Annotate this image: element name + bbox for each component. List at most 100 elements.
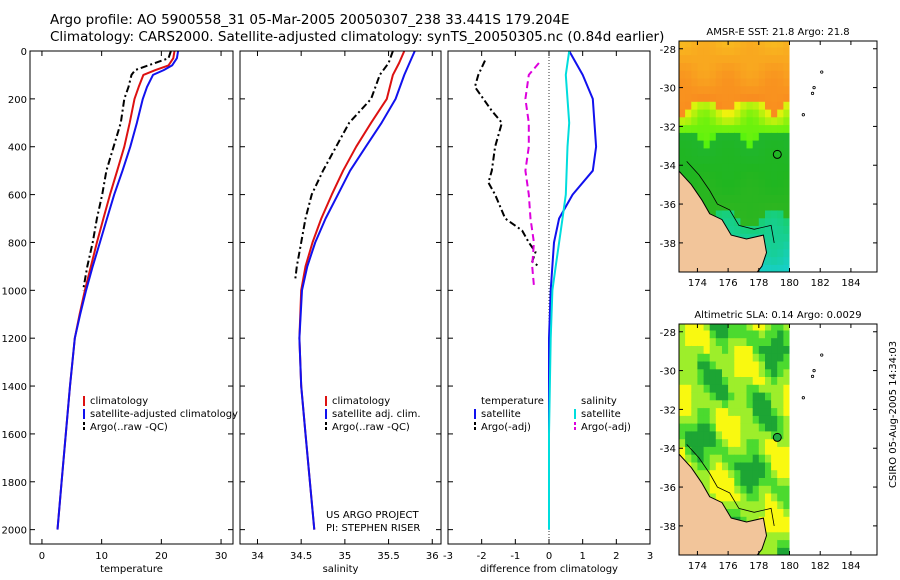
series-temperature-argo-adj- <box>473 60 540 268</box>
panel-difference: -3 -2 -1 0 1 2 3 difference from climatology <box>443 50 653 575</box>
map-x-tick-label: 176 <box>719 278 738 289</box>
island-marker <box>810 374 815 379</box>
x-tick-label: -3 <box>443 551 453 562</box>
plot-frame <box>239 50 442 545</box>
legend-salinity-item-label: Argo(..raw -QC) <box>332 422 410 433</box>
x-tick-label: 34.5 <box>290 551 312 562</box>
island-marker <box>801 396 805 400</box>
land-new-zealand <box>679 453 768 555</box>
no-data-region <box>789 324 877 555</box>
y-tick-label: 1200 <box>2 334 27 345</box>
map-y-tick-label: -28 <box>660 328 676 339</box>
map-y-tick-label: -34 <box>660 161 676 172</box>
x-tick-label: 10 <box>95 551 108 562</box>
map-x-tick-label: 180 <box>780 561 799 572</box>
legend-difference-item-label: Argo(-adj) <box>581 422 631 433</box>
bathymetry-contour <box>686 444 775 526</box>
x-axis-label: temperature <box>100 564 163 575</box>
x-tick-label: 35 <box>339 551 352 562</box>
map-x-tick-label: 184 <box>841 561 860 572</box>
series-argo-raw-qc- <box>294 50 394 281</box>
x-tick-label: 2 <box>613 551 619 562</box>
island-marker <box>812 85 816 90</box>
island-marker <box>810 91 815 96</box>
legend-temperature-item-label: satellite-adjusted climatology <box>90 409 238 420</box>
bathymetry-contour <box>686 161 775 243</box>
panel-temperature: 0 10 20 30 temperature 0 200 400 600 800 1000 1200 1… <box>2 47 234 575</box>
island-marker <box>812 368 816 373</box>
map-x-tick-label: 182 <box>811 561 830 572</box>
map-field <box>679 41 877 272</box>
figure-title-line1: Argo profile: AO 5900558_31 05-Mar-2005 … <box>50 12 570 28</box>
x-tick-label: 0 <box>39 551 45 562</box>
legend-temperature-item-label: climatology <box>90 396 148 407</box>
legend-temperature-item-label: Argo(..raw -QC) <box>90 422 168 433</box>
y-tick-label: 1400 <box>2 382 27 393</box>
x-tick-label: -2 <box>477 551 487 562</box>
no-data-region <box>789 41 877 272</box>
map-y-tick-label: -36 <box>660 200 676 211</box>
map-x-tick-label: 176 <box>719 561 738 572</box>
map-x-tick-label: 180 <box>780 278 799 289</box>
legend-salinity: climatology satellite adj. clim. Argo(..ra… <box>325 396 421 534</box>
map-y-tick-label: -34 <box>660 444 676 455</box>
map-sla_map: 174 176 178 180 182 184 -28 -30 -32 -34 -36 -38 Alti… <box>660 310 878 572</box>
x-tick-label: 35.5 <box>377 551 399 562</box>
map-title: AMSR-E SST: 21.8 Argo: 21.8 <box>706 27 849 38</box>
series-temperature-satellite <box>548 50 598 530</box>
map-x-tick-label: 178 <box>749 278 768 289</box>
x-tick-label: 36 <box>426 551 439 562</box>
x-tick-label: 0 <box>546 551 552 562</box>
legend-difference-temperature-title: temperature <box>481 396 544 407</box>
pi-annotation: PI: STEPHEN RISER <box>326 523 420 534</box>
legend-difference-item-label: satellite <box>481 409 521 420</box>
legend-salinity-item-label: satellite adj. clim. <box>332 409 421 420</box>
x-tick-label: 1 <box>579 551 585 562</box>
series-salinity-satellite <box>548 50 571 530</box>
y-tick-label: 200 <box>8 95 27 106</box>
map-y-tick-label: -30 <box>660 84 676 95</box>
y-tick-label: 1800 <box>2 478 27 489</box>
y-tick-label: 600 <box>8 191 27 202</box>
x-tick-label: 34 <box>251 551 264 562</box>
y-tick-label: 0 <box>21 47 27 58</box>
legend-difference: temperature salinity satellite Argo(-adj) sa… <box>474 396 631 433</box>
land-new-zealand <box>679 170 768 272</box>
map-frame <box>678 323 878 556</box>
project-annotation: US ARGO PROJECT <box>326 510 420 521</box>
legend-temperature: climatology satellite-adjusted climatolog… <box>83 396 238 433</box>
island-marker <box>801 113 805 117</box>
x-tick-label: 20 <box>155 551 168 562</box>
series-climatology <box>298 50 406 530</box>
y-tick-label: 1000 <box>2 286 27 297</box>
map-title: Altimetric SLA: 0.14 Argo: 0.0029 <box>694 310 861 321</box>
plot-frame <box>29 50 234 545</box>
map-y-tick-label: -38 <box>660 522 676 533</box>
map-x-tick-label: 174 <box>688 278 707 289</box>
argo-float-marker <box>772 432 782 442</box>
argo-float-marker <box>772 149 782 159</box>
y-tick-label: 400 <box>8 143 27 154</box>
legend-difference-item-label: Argo(-adj) <box>481 422 531 433</box>
panel-salinity: 34 34.5 35 35.5 36 salinity <box>239 50 442 575</box>
series-satellite-adjusted-climatology <box>56 50 180 530</box>
y-tick-label: 800 <box>8 238 27 249</box>
x-axis-label: difference from climatology <box>480 564 618 575</box>
legend-difference-salinity-title: salinity <box>581 396 617 407</box>
series-satellite-adj-clim- <box>298 50 416 530</box>
x-tick-label: 3 <box>647 551 653 562</box>
map-x-tick-label: 174 <box>688 561 707 572</box>
y-tick-label: 1600 <box>2 430 27 441</box>
x-tick-label: -1 <box>510 551 520 562</box>
y-tick-label: 2000 <box>2 526 27 537</box>
x-tick-label: 30 <box>215 551 228 562</box>
map-field <box>679 324 877 555</box>
map-y-tick-label: -38 <box>660 239 676 250</box>
map-y-tick-label: -32 <box>660 122 676 133</box>
map-y-tick-label: -32 <box>660 405 676 416</box>
map-x-tick-label: 184 <box>841 278 860 289</box>
figure-title-line2: Climatology: CARS2000. Satellite-adjuste… <box>50 29 665 45</box>
map-y-tick-label: -28 <box>660 45 676 56</box>
map-y-tick-label: -36 <box>660 483 676 494</box>
series-salinity-argo-adj- <box>524 62 540 286</box>
